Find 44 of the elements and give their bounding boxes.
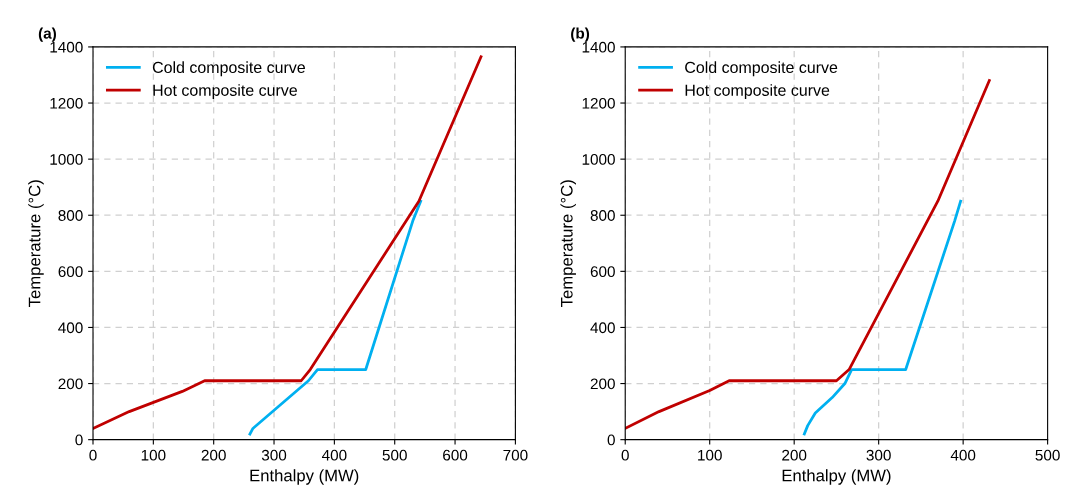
- x-tick-label: 200: [782, 449, 807, 461]
- y-tick-label: 1400: [50, 41, 83, 53]
- y-tick-label: 200: [590, 378, 615, 390]
- legend-label: Hot composite curve: [685, 84, 830, 100]
- y-axis-title: Temperature (°C): [560, 180, 576, 307]
- chart-title: (b): [571, 27, 590, 42]
- x-tick-label: 700: [503, 449, 528, 461]
- x-tick-label: 500: [382, 449, 407, 461]
- y-tick-label: 400: [590, 322, 615, 334]
- y-tick-label: 600: [58, 266, 83, 278]
- legend-label: Hot composite curve: [153, 84, 297, 100]
- x-tick-label: 100: [141, 449, 166, 461]
- y-tick-label: 1200: [50, 97, 83, 109]
- x-tick-label: 200: [201, 449, 226, 461]
- y-tick-label: 400: [58, 322, 83, 334]
- y-tick-label: 1200: [582, 97, 615, 109]
- y-tick-label: 200: [58, 378, 83, 390]
- line-series: [93, 55, 483, 430]
- x-tick-label: 300: [866, 449, 891, 461]
- y-tick-label: 1400: [582, 41, 615, 53]
- y-tick-label: 800: [590, 210, 615, 221]
- line-series: [248, 199, 423, 436]
- x-tick-label: 400: [321, 449, 347, 461]
- y-tick-label: 1000: [582, 154, 615, 165]
- y-tick-label: 0: [75, 434, 83, 446]
- x-axis-title: Enthalpy (MW): [782, 469, 891, 485]
- x-tick-label: 0: [89, 449, 97, 461]
- x-tick-label: 500: [1035, 449, 1060, 461]
- y-tick-label: 1000: [50, 154, 83, 165]
- line-series: [625, 79, 991, 430]
- x-tick-label: 400: [950, 449, 976, 461]
- chart-title: (a): [38, 27, 56, 42]
- x-tick-label: 100: [698, 449, 722, 461]
- x-tick-label: 600: [443, 449, 468, 461]
- y-tick-label: 800: [58, 210, 83, 221]
- legend-label: Cold composite curve: [152, 61, 305, 77]
- legend-label: Cold composite curve: [685, 61, 838, 77]
- line-series: [802, 199, 962, 436]
- y-axis-title: Temperature (°C): [28, 180, 44, 307]
- y-tick-label: 600: [590, 266, 615, 278]
- x-axis-title: Enthalpy (MW): [250, 469, 359, 485]
- x-tick-label: 0: [621, 449, 629, 461]
- y-tick-label: 0: [607, 434, 615, 446]
- x-tick-label: 300: [261, 449, 287, 461]
